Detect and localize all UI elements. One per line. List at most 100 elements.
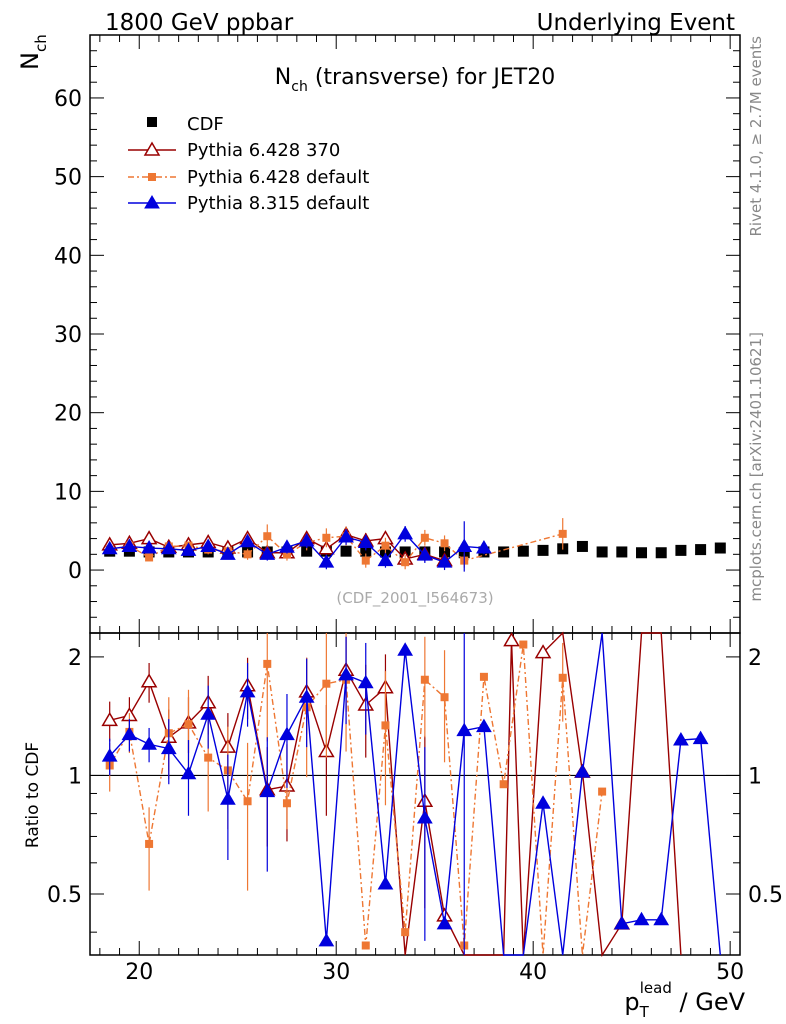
series-3-ratio-point: [476, 718, 492, 733]
series-1-ratio-point: [101, 711, 119, 727]
series-3-point: [259, 546, 276, 560]
header-right: Underlying Event: [537, 10, 735, 36]
series-2-ratio-point: [361, 941, 370, 950]
legend-marker-p6-default: [148, 173, 156, 181]
series-3-ratio-point: [613, 915, 630, 930]
series-3-ratio-point: [357, 674, 374, 689]
ratio-y-tick-label-right: 1: [748, 764, 762, 789]
ratio-y-tick-label: 0.5: [47, 883, 82, 908]
series-2-point: [558, 529, 567, 538]
main-series: [101, 518, 726, 572]
series-0-point: [636, 547, 648, 559]
ratio-y-label: Ratio to CDF: [23, 742, 43, 848]
series-2-point: [401, 558, 410, 567]
series-3-point: [220, 546, 236, 560]
series-3-ratio-point: [101, 748, 118, 762]
series-3-point: [357, 534, 374, 549]
series-3-point: [318, 554, 335, 568]
series-3-point: [160, 540, 177, 555]
series-3-point: [456, 538, 473, 552]
series-3-ratio-point: [633, 911, 650, 926]
legend-label-p6-370: Pythia 6.428 370: [187, 140, 340, 161]
series-1-ratio-point: [140, 673, 158, 688]
ratio-series: [101, 631, 722, 958]
series-2-point: [420, 533, 429, 542]
x-tick-label: 30: [322, 960, 350, 985]
series-2-ratio-point: [263, 659, 272, 668]
series-2-ratio-point: [440, 693, 449, 702]
series-2-point: [322, 533, 331, 542]
y-tick-label: 60: [54, 87, 82, 112]
series-3-ratio-point: [200, 706, 217, 720]
legend-marker-cdf: [147, 117, 157, 127]
legend-marker-p8-default: [144, 195, 160, 209]
header-left: 1800 GeV ppbar: [105, 10, 294, 36]
series-3-point: [141, 540, 157, 554]
y-tick-label: 40: [54, 244, 82, 269]
series-3-ratio-point: [220, 791, 236, 805]
series-3-point: [377, 552, 394, 567]
series-3-point: [121, 538, 138, 552]
series-2-point: [381, 541, 390, 550]
series-2-ratio-point: [499, 780, 508, 789]
series-3-ratio-point: [377, 876, 394, 890]
series-3-point: [338, 529, 354, 543]
y-tick-label: 20: [54, 402, 82, 427]
series-2-ratio-point: [420, 675, 429, 684]
y-axis-label: Nch: [16, 34, 50, 70]
series-2-point: [263, 532, 272, 541]
series-0-point: [655, 547, 667, 559]
x-axis-label: pTlead / GeV: [624, 979, 745, 1021]
series-2-ratio-point: [243, 797, 252, 806]
series-0-point: [596, 546, 608, 558]
side-label-bottom: mcplots.cern.ch [arXiv:2401.10621]: [747, 332, 765, 602]
series-3-ratio-point: [653, 911, 670, 926]
series-0-point: [517, 545, 529, 557]
y-tick-label: 10: [54, 480, 82, 505]
series-3-point: [416, 547, 433, 561]
series-2-ratio-point: [282, 799, 291, 808]
series-2-point: [243, 550, 252, 559]
series-2-ratio-point: [598, 787, 607, 796]
series-0-point: [714, 542, 726, 554]
series-0-point: [576, 540, 588, 552]
series-3-ratio-point: [574, 764, 591, 778]
series-2-ratio-line: [109, 644, 603, 956]
plot-title: Nch (transverse) for JET20: [275, 65, 555, 95]
legend-label-p6-default: Pythia 6.428 default: [187, 167, 369, 188]
series-0-point: [675, 544, 687, 556]
y-tick-label: 30: [54, 323, 82, 348]
series-2-ratio-point: [184, 720, 193, 729]
series-2-point: [361, 556, 370, 565]
ratio-y-tick-label-right: 2: [748, 646, 762, 671]
series-2-ratio-point: [145, 839, 154, 848]
series-0-point: [439, 546, 451, 558]
series-3-ratio-point: [121, 726, 138, 741]
series-3-ratio-point: [141, 736, 157, 750]
series-3-ratio-point: [318, 932, 335, 947]
series-2-ratio-point: [558, 673, 567, 682]
series-3-ratio-point: [416, 809, 433, 824]
series-2-ratio-point: [479, 672, 488, 681]
series-3-ratio-line: [109, 632, 722, 956]
series-3-point: [180, 542, 197, 556]
series-3-ratio-point: [298, 689, 315, 703]
legend: CDF Pythia 6.428 370 Pythia 6.428 defaul…: [128, 114, 369, 214]
main-ticks: 0 10 20 30 40 50 60: [54, 34, 740, 634]
series-3-ratio-point: [456, 722, 473, 737]
series-3-ratio-point: [279, 726, 295, 741]
series-3-ratio-point: [673, 732, 689, 746]
series-1-ratio-point: [503, 632, 520, 647]
series-2-ratio-point: [381, 721, 390, 730]
series-3-ratio-point: [338, 666, 354, 681]
legend-marker-p6-370: [143, 141, 161, 156]
series-1-ratio-point: [534, 644, 552, 659]
side-label-top: Rivet 4.1.0, ≥ 2.7M events: [747, 36, 765, 237]
series-3-ratio-point: [535, 795, 551, 809]
series-3-point: [200, 538, 217, 552]
legend-label-p8-default: Pythia 8.315 default: [187, 193, 369, 214]
series-0-point: [340, 545, 352, 557]
series-2-point: [440, 539, 449, 548]
x-tick-label: 20: [125, 960, 153, 985]
